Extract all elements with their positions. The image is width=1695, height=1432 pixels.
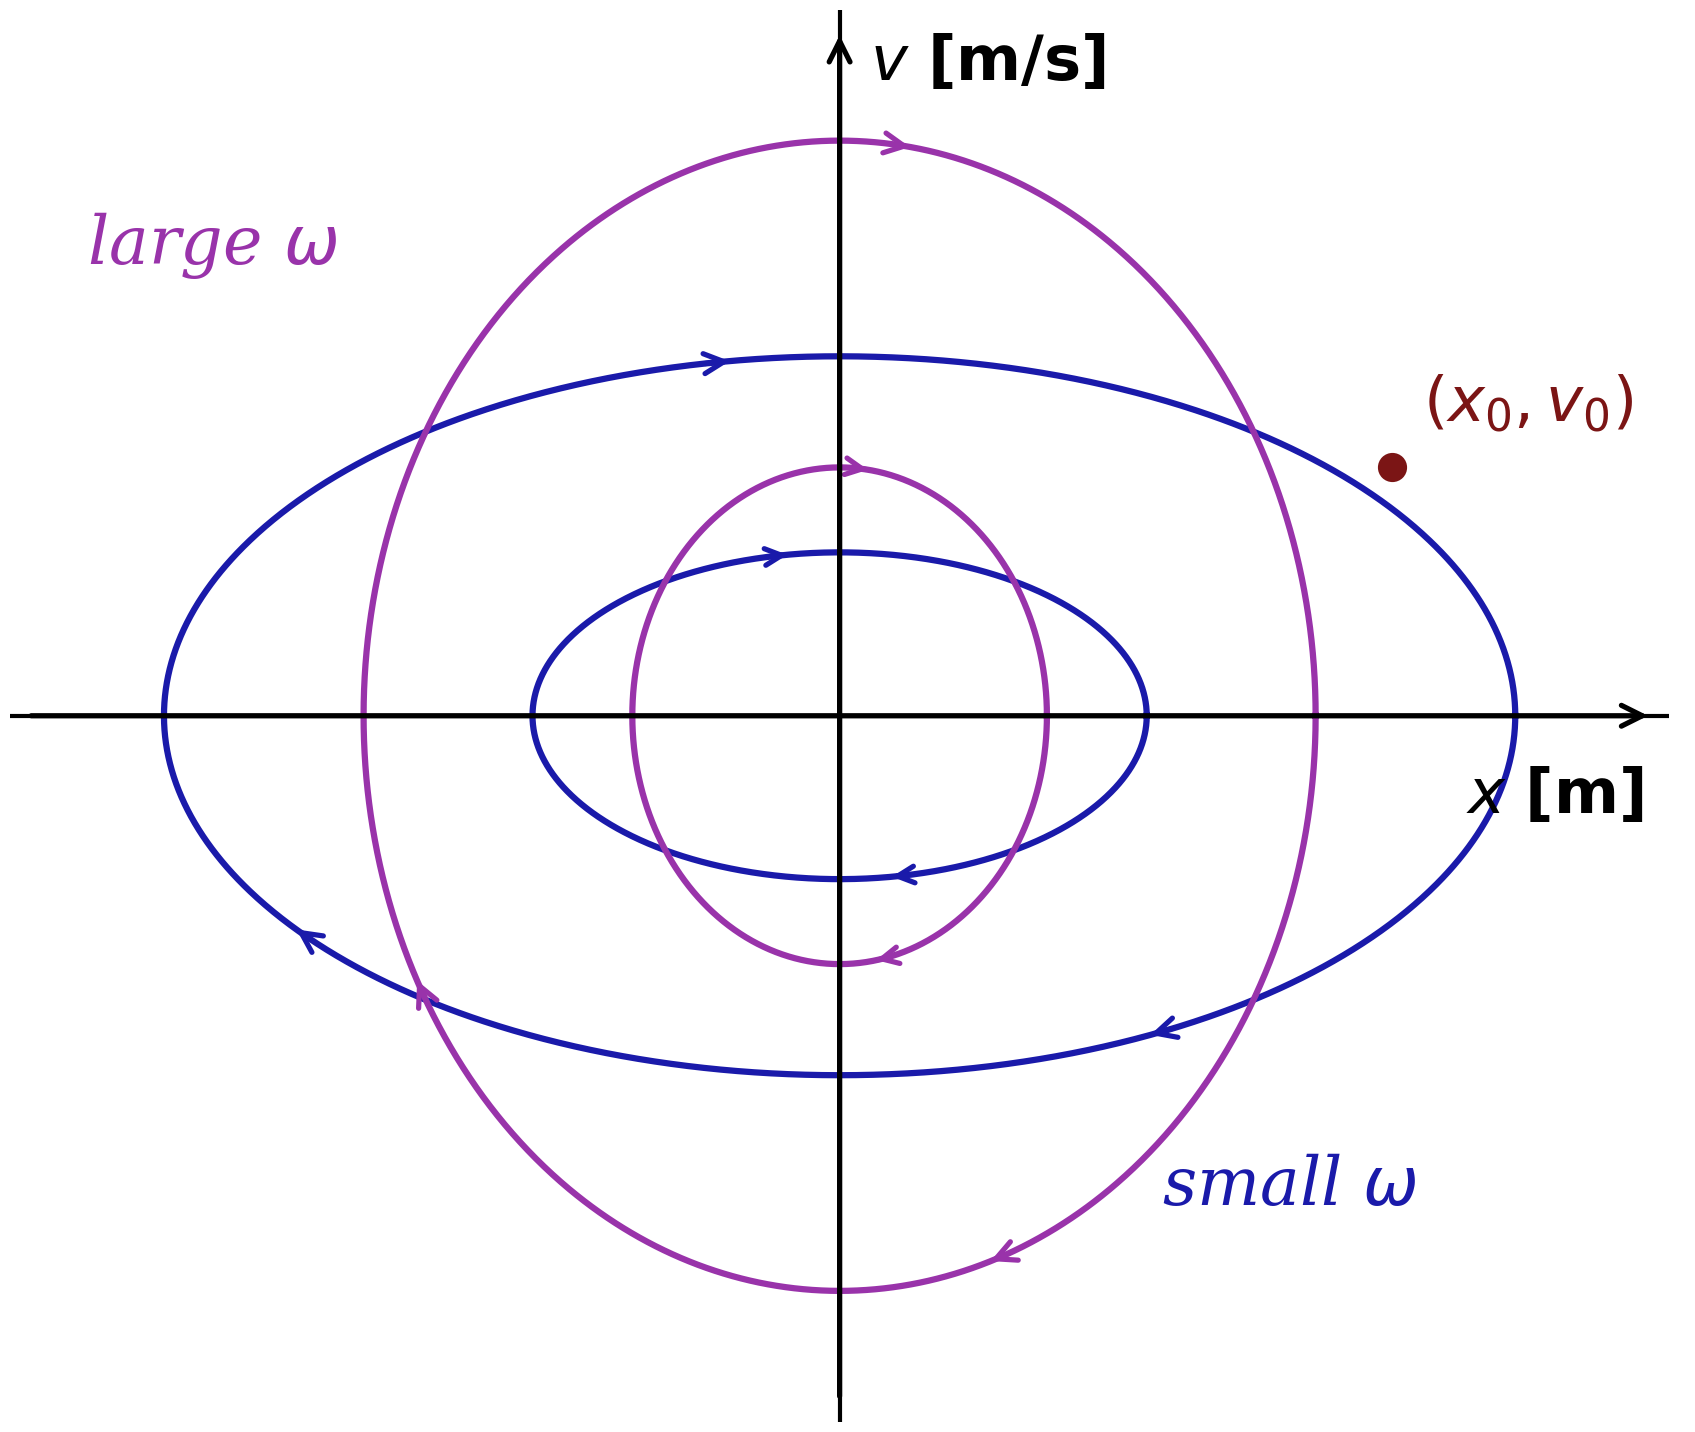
- Text: $(x_0,v_0)$: $(x_0,v_0)$: [1424, 374, 1634, 435]
- Text: large $\omega$: large $\omega$: [86, 211, 339, 281]
- Text: $x\ \mathbf{[m]}$: $x\ \mathbf{[m]}$: [1466, 765, 1644, 826]
- Text: small $\omega$: small $\omega$: [1163, 1154, 1417, 1219]
- Text: $v\ \mathbf{[m/s]}$: $v\ \mathbf{[m/s]}$: [870, 32, 1107, 93]
